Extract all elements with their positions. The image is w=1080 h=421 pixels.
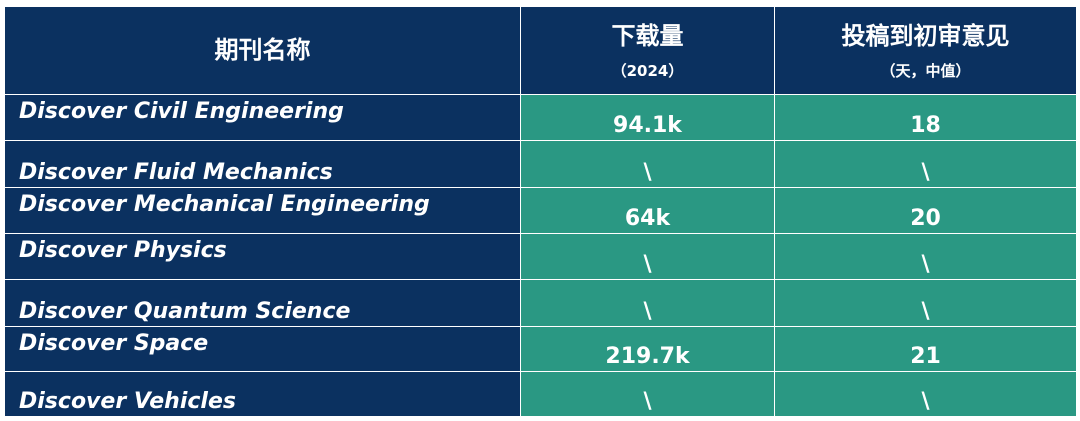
review-days-value: 21 <box>774 326 1077 372</box>
downloads-value: 219.7k <box>520 326 775 372</box>
downloads-value: 94.1k <box>520 94 775 141</box>
journal-name: Discover Fluid Mechanics <box>4 140 521 188</box>
downloads-value: \ <box>520 371 775 417</box>
table-row: Discover Quantum Science \ \ <box>4 279 1077 327</box>
journal-name: Discover Mechanical Engineering <box>4 187 521 234</box>
review-days-value: 20 <box>774 187 1077 234</box>
journal-name: Discover Space <box>4 326 521 372</box>
header-journal-name: 期刊名称 <box>4 6 521 95</box>
header-row: 期刊名称 下载量 （2024） 投稿到初审意见 （天，中值） <box>4 6 1077 95</box>
header-review-time-sublabel: （天，中值） <box>880 61 971 80</box>
downloads-value: \ <box>520 279 775 327</box>
header-downloads-label: 下载量 <box>611 21 684 50</box>
table-row: Discover Fluid Mechanics \ \ <box>4 140 1077 188</box>
review-days-value: 18 <box>774 94 1077 141</box>
journal-name: Discover Quantum Science <box>4 279 521 327</box>
downloads-value: \ <box>520 233 775 280</box>
journal-name: Discover Civil Engineering <box>4 94 521 141</box>
header-downloads-sublabel: （2024） <box>611 61 684 80</box>
table-row: Discover Physics \ \ <box>4 233 1077 280</box>
journal-table: 期刊名称 下载量 （2024） 投稿到初审意见 （天，中值） Discover … <box>4 6 1077 417</box>
downloads-value: \ <box>520 140 775 188</box>
review-days-value: \ <box>774 233 1077 280</box>
header-review-time: 投稿到初审意见 （天，中值） <box>774 6 1077 95</box>
header-journal-name-label: 期刊名称 <box>214 35 311 64</box>
review-days-value: \ <box>774 140 1077 188</box>
journal-name: Discover Physics <box>4 233 521 280</box>
table-row: Discover Mechanical Engineering 64k 20 <box>4 187 1077 234</box>
header-downloads: 下载量 （2024） <box>520 6 775 95</box>
table-row: Discover Space 219.7k 21 <box>4 326 1077 372</box>
header-review-time-label: 投稿到初审意见 <box>841 21 1010 50</box>
review-days-value: \ <box>774 371 1077 417</box>
table-row: Discover Civil Engineering 94.1k 18 <box>4 94 1077 141</box>
review-days-value: \ <box>774 279 1077 327</box>
journal-name: Discover Vehicles <box>4 371 521 417</box>
table-row: Discover Vehicles \ \ <box>4 371 1077 417</box>
downloads-value: 64k <box>520 187 775 234</box>
